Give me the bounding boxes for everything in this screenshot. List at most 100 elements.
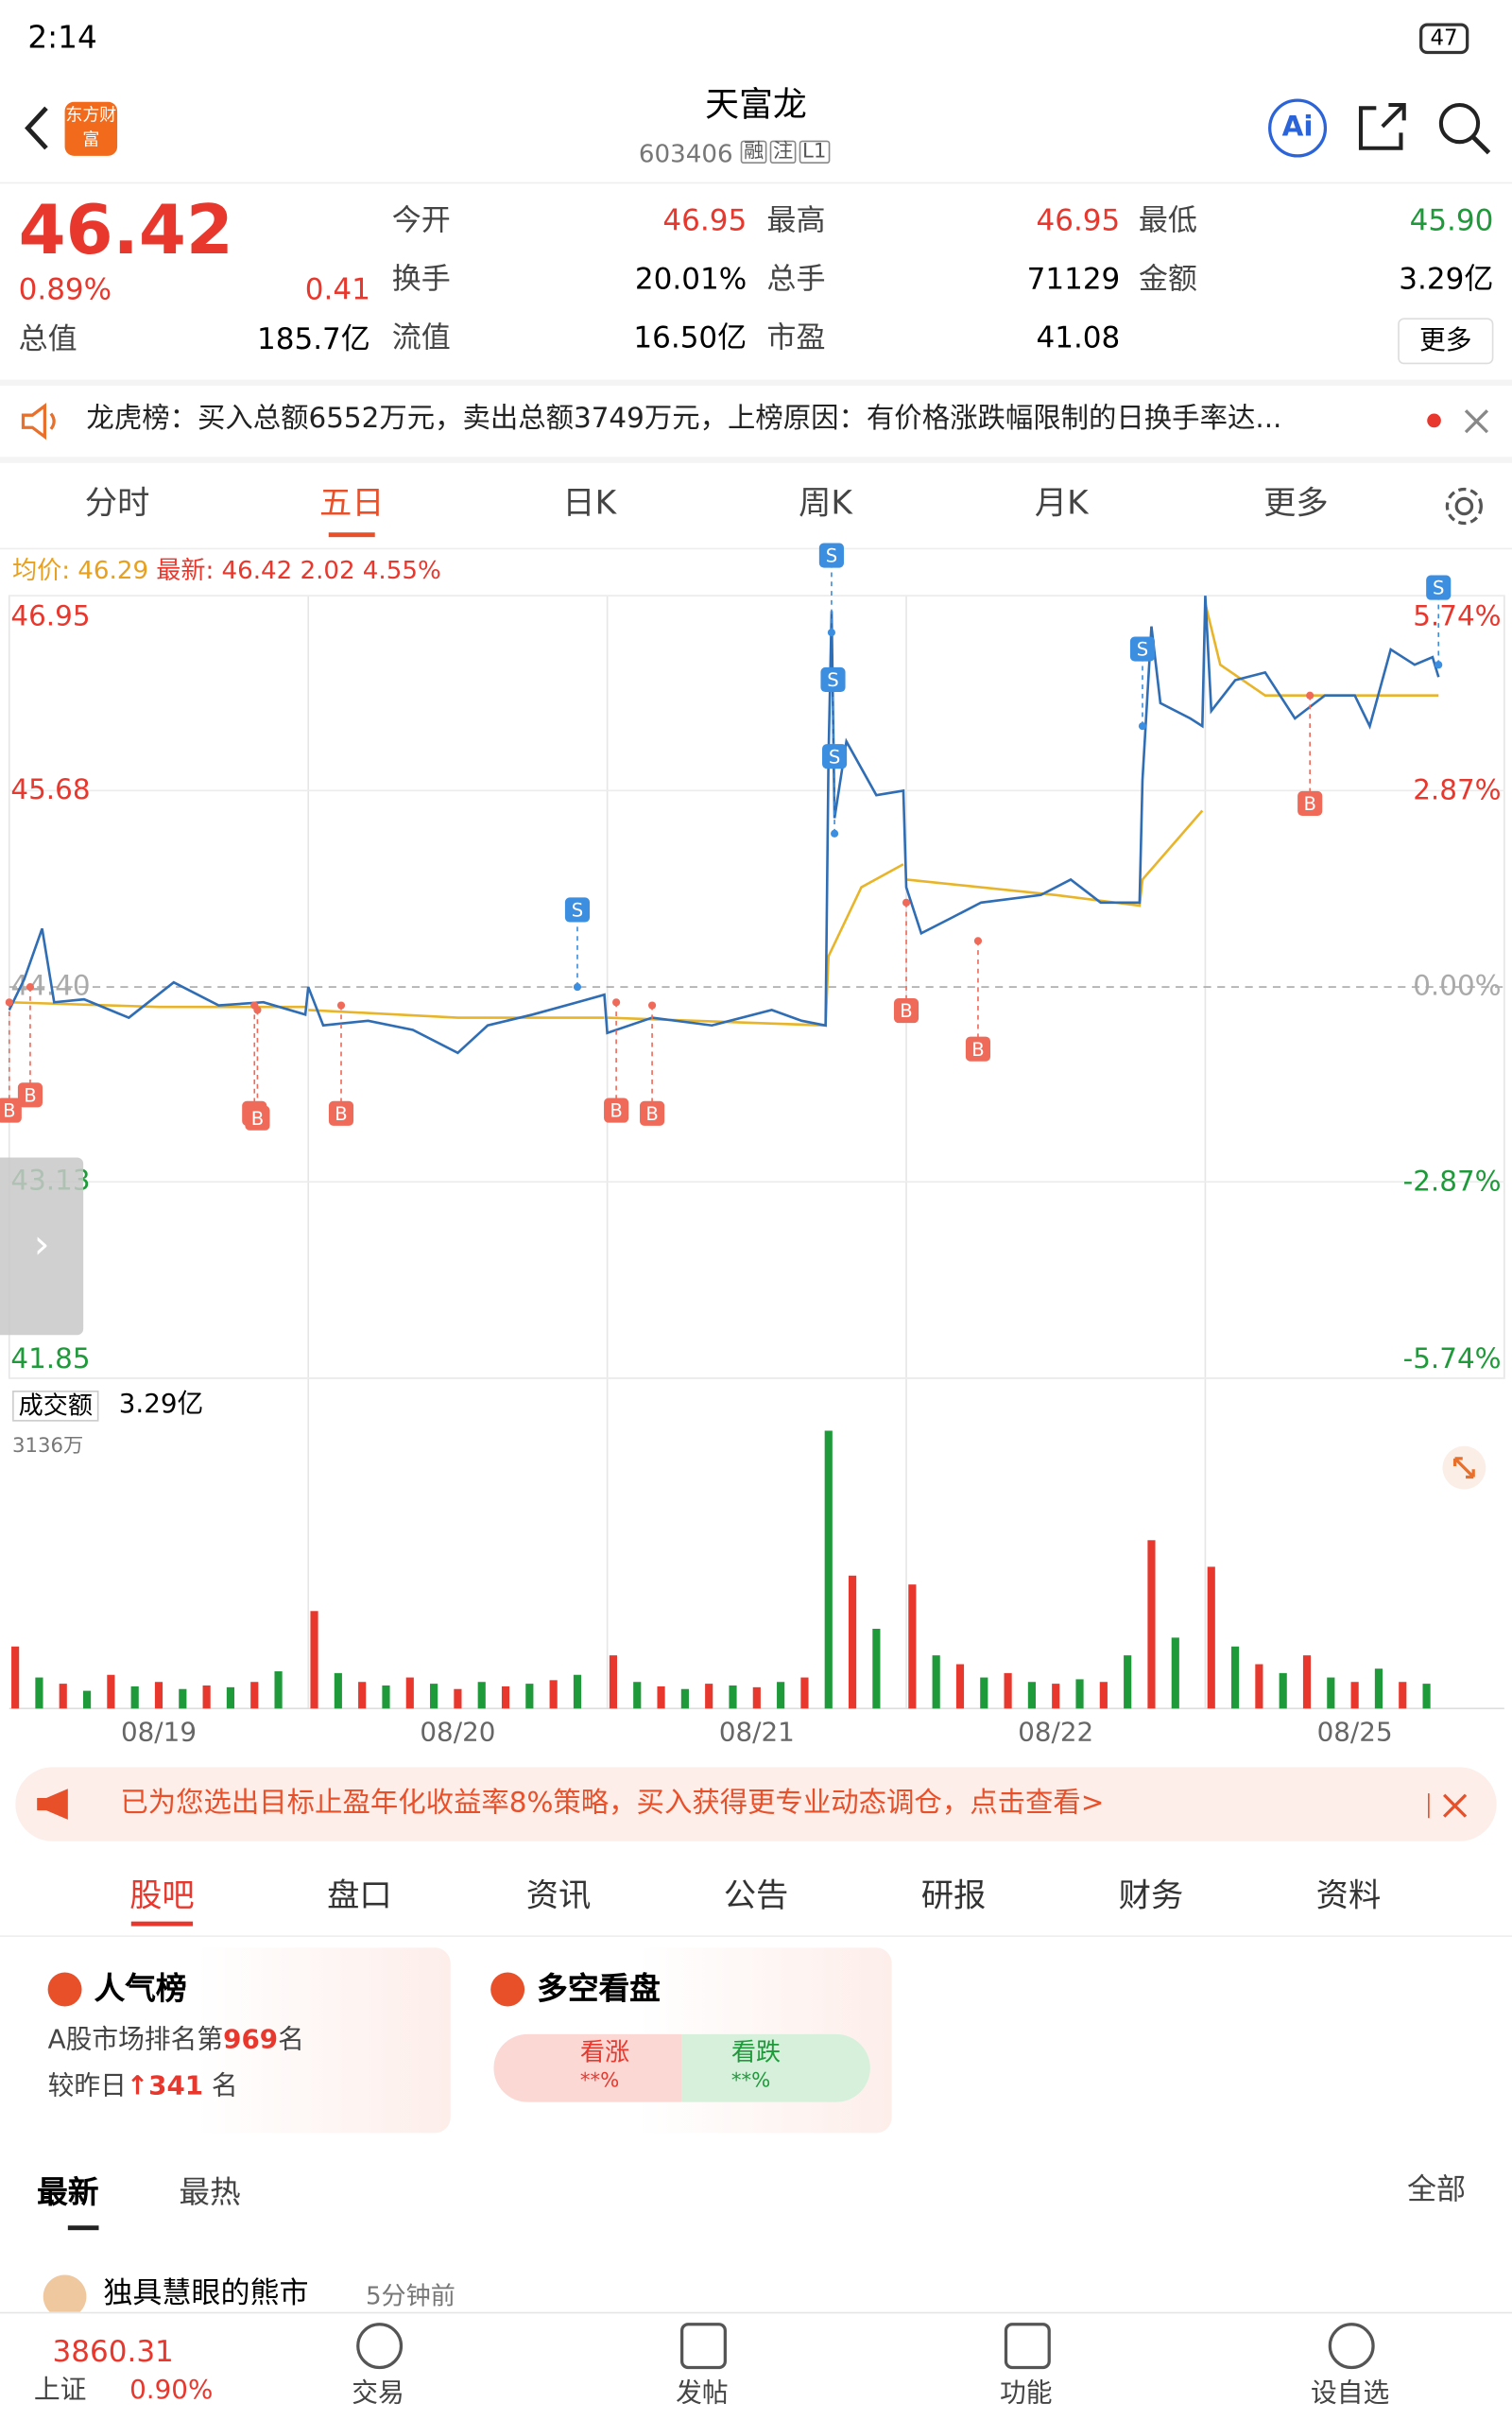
volume-bar bbox=[705, 1684, 713, 1709]
settings-button[interactable] bbox=[1441, 483, 1487, 529]
trade-badge bbox=[640, 1100, 665, 1126]
volume-bar bbox=[800, 1677, 809, 1709]
volume-bar bbox=[430, 1684, 438, 1709]
volume-bar bbox=[501, 1685, 510, 1709]
section-tab[interactable]: 研报 bbox=[920, 1876, 987, 1914]
text: A股市场排名第 bbox=[47, 2025, 224, 2056]
volume-bar bbox=[1350, 1682, 1359, 1709]
volume-bar bbox=[777, 1682, 785, 1709]
trade-label: B bbox=[610, 1100, 622, 1122]
volume-bar bbox=[848, 1575, 857, 1709]
trade-point bbox=[1306, 691, 1314, 700]
trade-badge bbox=[822, 744, 848, 769]
volume-bar bbox=[872, 1629, 881, 1709]
sentiment-icon bbox=[490, 1972, 525, 2007]
price-line bbox=[8, 596, 1440, 1055]
chart-tab[interactable]: 周K bbox=[799, 484, 852, 522]
text: 较昨日 bbox=[47, 2071, 127, 2102]
chart-tab[interactable]: 月K bbox=[1034, 484, 1089, 522]
bottom-icon[interactable] bbox=[356, 2323, 404, 2370]
close-notice[interactable] bbox=[1463, 407, 1490, 435]
section-tab[interactable]: 公告 bbox=[723, 1876, 789, 1914]
volume-bar bbox=[824, 1430, 833, 1709]
feed-tab[interactable]: 最热 bbox=[179, 2172, 241, 2210]
index-value[interactable]: 3860.31 bbox=[52, 2335, 174, 2370]
ai-button[interactable]: Ai bbox=[1268, 98, 1328, 158]
volume-bar bbox=[454, 1688, 462, 1709]
chart-tab[interactable]: 日K bbox=[562, 484, 617, 522]
close-ad[interactable] bbox=[1426, 1790, 1472, 1822]
trade-label: S bbox=[572, 900, 583, 922]
fullscreen-button[interactable] bbox=[1441, 1444, 1487, 1491]
volume-bar bbox=[1374, 1668, 1383, 1709]
bottom-icon[interactable] bbox=[1328, 2323, 1375, 2370]
latest-value: 46.42 bbox=[221, 555, 293, 585]
ad-banner[interactable] bbox=[15, 1767, 1497, 1841]
index-change[interactable]: 0.90% bbox=[129, 2375, 214, 2407]
feed-filter[interactable]: 全部 bbox=[1406, 2172, 1467, 2207]
index-name[interactable]: 上证 bbox=[33, 2375, 87, 2407]
trade-label: B bbox=[3, 1100, 15, 1122]
field-value: 46.95 bbox=[1036, 203, 1121, 238]
chart: 46.9545.6844.4043.1341.855.74%2.87%0.00%… bbox=[0, 543, 1505, 1747]
trade-point bbox=[973, 937, 983, 945]
text: 名 bbox=[211, 2071, 238, 2102]
x-tick-label: 08/19 bbox=[121, 1716, 197, 1747]
avatar[interactable] bbox=[43, 2274, 87, 2319]
bottom-label[interactable]: 功能 bbox=[999, 2377, 1053, 2410]
popularity-card[interactable] bbox=[27, 1947, 451, 2134]
volume-bar bbox=[382, 1685, 390, 1709]
feed-tab[interactable]: 最新 bbox=[37, 2172, 99, 2210]
volume-bar bbox=[405, 1677, 414, 1709]
search-button[interactable] bbox=[1435, 98, 1496, 160]
bull-label: 看涨 bbox=[579, 2037, 630, 2067]
x-tick-label: 08/22 bbox=[1018, 1716, 1093, 1747]
bottom-label[interactable]: 交易 bbox=[352, 2377, 404, 2410]
bottom-label[interactable]: 发帖 bbox=[676, 2377, 729, 2410]
app-logo: 东方财富 bbox=[64, 101, 118, 156]
bottom-icon[interactable] bbox=[680, 2323, 727, 2370]
field-label: 换手 bbox=[391, 262, 451, 297]
volume-bar bbox=[980, 1677, 988, 1709]
back-button[interactable] bbox=[15, 102, 61, 155]
divider bbox=[0, 547, 1512, 550]
notice-text[interactable]: 龙虎榜：买入总额6552万元，卖出总额3749万元，上榜原因：有价格涨跌幅限制的… bbox=[86, 403, 1282, 436]
y2-tick-label: 0.00% bbox=[1413, 970, 1501, 1002]
section-tab[interactable]: 资讯 bbox=[525, 1876, 592, 1914]
bull-pct: **% bbox=[579, 2069, 620, 2093]
trade-label: S bbox=[1137, 639, 1148, 661]
section-tab[interactable]: 盘口 bbox=[327, 1876, 392, 1914]
trade-point bbox=[1435, 661, 1443, 669]
trade-point bbox=[831, 829, 839, 838]
volume-bar bbox=[226, 1686, 235, 1709]
bottom-icon[interactable] bbox=[1004, 2323, 1051, 2370]
share-button[interactable] bbox=[1354, 98, 1410, 154]
x-tick-label: 08/20 bbox=[420, 1716, 495, 1747]
bull-button[interactable] bbox=[493, 2033, 682, 2102]
volume-bar bbox=[107, 1674, 115, 1709]
bottom-label[interactable]: 设自选 bbox=[1310, 2377, 1390, 2410]
trade-badge bbox=[820, 666, 846, 693]
volume-label[interactable]: 成交额 bbox=[12, 1391, 99, 1422]
section-tab[interactable]: 股吧 bbox=[129, 1876, 195, 1914]
trade-label: B bbox=[335, 1103, 347, 1125]
volume-bar bbox=[1399, 1682, 1407, 1709]
volume-bar bbox=[1052, 1684, 1060, 1709]
chart-tab[interactable]: 五日 bbox=[318, 484, 385, 522]
chart-tab[interactable]: 更多 bbox=[1263, 484, 1329, 522]
volume-bar bbox=[1207, 1566, 1215, 1709]
stock-title: 天富龙 bbox=[705, 86, 807, 126]
bear-button[interactable] bbox=[681, 2033, 870, 2102]
section-tab[interactable]: 资料 bbox=[1315, 1876, 1382, 1914]
side-expand[interactable]: › bbox=[0, 1157, 84, 1336]
volume-bar bbox=[1255, 1664, 1263, 1709]
speaker-icon bbox=[21, 403, 56, 441]
ad-text[interactable]: 已为您选出目标止盈年化收益率8%策略，买入获得更专业动态调仓，点击查看> bbox=[120, 1787, 1105, 1820]
rank: 969 bbox=[223, 2025, 279, 2056]
section-tab[interactable]: 财务 bbox=[1118, 1876, 1184, 1914]
post-author[interactable]: 独具慧眼的熊市 bbox=[103, 2276, 309, 2311]
field-label: 最高 bbox=[766, 203, 826, 238]
more-button[interactable]: 更多 bbox=[1398, 318, 1494, 365]
chart-tab[interactable]: 分时 bbox=[84, 484, 150, 522]
volume-bar bbox=[955, 1664, 965, 1709]
